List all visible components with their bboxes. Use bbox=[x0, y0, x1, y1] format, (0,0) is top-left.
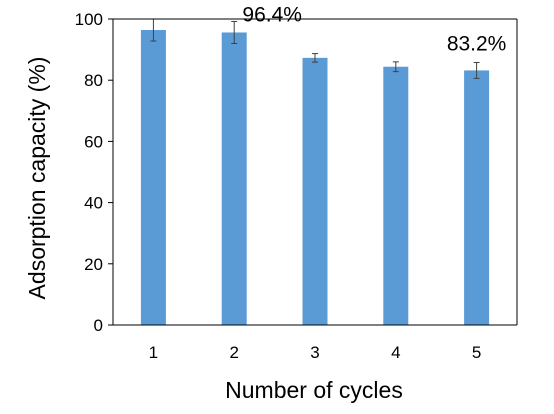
x-tick-label: 2 bbox=[229, 343, 238, 362]
y-tick-label: 40 bbox=[84, 194, 103, 213]
x-axis-title: Number of cycles bbox=[225, 377, 403, 403]
error-bars-group bbox=[150, 18, 480, 79]
x-ticks-group: 1 2 3 4 5 bbox=[149, 343, 482, 362]
bar bbox=[383, 66, 409, 326]
y-tick-label: 20 bbox=[84, 255, 103, 274]
bar bbox=[302, 57, 328, 325]
y-tick-label: 100 bbox=[75, 10, 103, 29]
bar bbox=[140, 30, 166, 326]
y-tick-label: 80 bbox=[84, 71, 103, 90]
bar bbox=[464, 70, 490, 326]
y-tick-label: 60 bbox=[84, 132, 103, 151]
annotations-group: 96.4% 83.2% bbox=[242, 3, 506, 55]
data-annotation: 83.2% bbox=[447, 32, 507, 55]
y-axis-title: Adsorption capacity (%) bbox=[24, 57, 50, 300]
bars-group bbox=[140, 30, 490, 326]
data-annotation: 96.4% bbox=[242, 3, 302, 26]
y-tick-label: 0 bbox=[94, 316, 103, 335]
x-tick-label: 1 bbox=[149, 343, 158, 362]
y-ticks-group: 0 20 40 60 80 100 bbox=[75, 10, 113, 335]
x-tick-label: 4 bbox=[391, 343, 400, 362]
x-tick-label: 5 bbox=[472, 343, 481, 362]
bar bbox=[221, 32, 247, 326]
x-tick-label: 3 bbox=[310, 343, 319, 362]
